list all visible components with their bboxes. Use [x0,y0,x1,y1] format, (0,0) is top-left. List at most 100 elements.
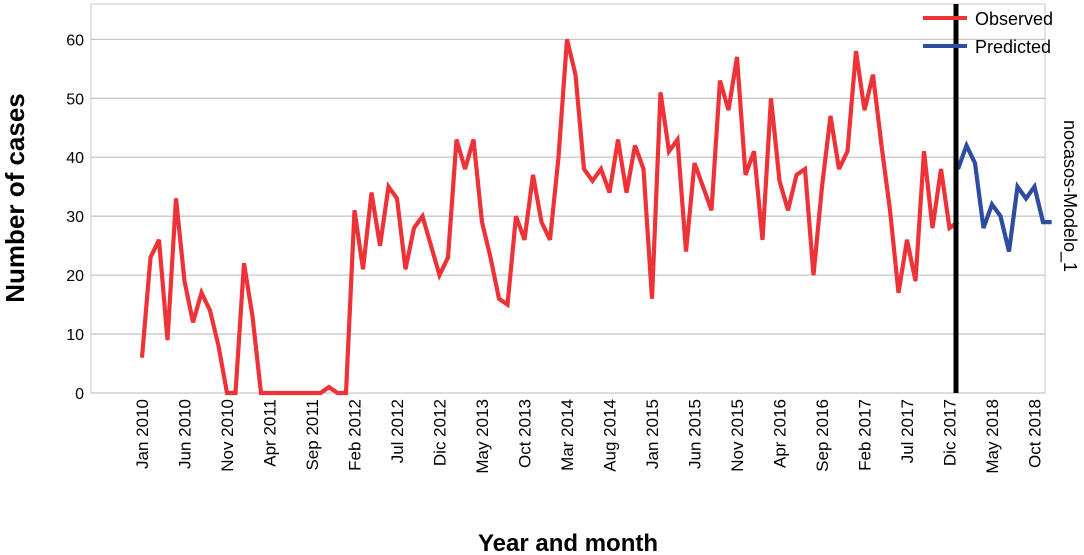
data-point-observed-86 [872,74,874,76]
data-point-observed-56 [617,138,619,141]
y-axis-ticks: 0 10 20 30 40 50 60 [66,32,84,403]
x-tick-label-apr-2011: Apr 2011 [261,399,280,467]
data-point-observed-21 [319,392,322,394]
data-point-predicted-8 [1025,197,1027,200]
data-point-predicted-2 [974,162,976,164]
data-point-observed-22 [328,386,330,388]
data-point-observed-5 [183,280,186,282]
x-tick-label-mar-2014: Mar 2014 [558,399,577,471]
data-point-observed-39 [472,138,475,141]
y-tick-label-10: 10 [66,327,84,344]
data-point-observed-83 [846,150,849,152]
x-tick-label-feb-2012: Feb 2012 [346,399,365,471]
data-point-observed-64 [685,250,687,253]
x-tick-label-nov-2010: Nov 2010 [218,399,237,472]
data-point-observed-74 [770,97,772,99]
data-point-predicted-1 [965,144,968,147]
data-point-observed-48 [549,239,551,241]
data-point-predicted-10 [1042,221,1044,223]
data-point-observed-36 [447,256,449,259]
x-tick-label-sep-2016: Sep 2016 [813,399,832,472]
data-point-observed-62 [668,150,670,152]
data-point-observed-71 [744,174,747,176]
x-tick-label-apr-2016: Apr 2016 [771,399,790,468]
data-point-observed-18 [294,392,296,394]
data-point-observed-55 [608,192,611,194]
x-axis-title: Year and month [478,530,658,555]
data-point-observed-31 [404,268,407,270]
data-point-observed-43 [506,303,509,306]
data-point-observed-34 [430,245,432,247]
side-label: nocasos-Modelo_1 [1059,120,1080,272]
data-point-observed-87 [880,144,883,147]
x-tick-label-jun-2015: Jun 2015 [686,399,705,469]
series-lines [139,38,1053,396]
data-point-predicted-11 [1050,221,1053,223]
data-point-observed-84 [855,50,857,52]
data-point-observed-11 [234,392,237,394]
data-point-observed-37 [455,138,458,141]
data-point-observed-32 [413,227,415,229]
data-point-observed-0 [141,357,143,359]
data-point-observed-12 [243,262,245,264]
data-point-observed-69 [727,109,730,111]
y-tick-label-60: 60 [66,32,84,49]
data-point-observed-95 [948,227,951,229]
data-point-observed-14 [260,392,262,394]
data-point-observed-93 [931,227,934,229]
data-point-observed-77 [795,174,798,176]
data-point-observed-57 [625,192,628,194]
x-tick-label-feb-2017: Feb 2017 [856,399,875,471]
y-axis-title: Number of cases [0,93,30,303]
data-point-predicted-5 [999,215,1002,217]
x-tick-label-nov-2015: Nov 2015 [728,399,747,472]
data-point-observed-53 [591,180,594,182]
data-point-observed-7 [200,292,203,294]
data-point-observed-20 [311,392,313,394]
x-tick-label-sep-2011: Sep 2011 [303,399,322,471]
x-tick-label-jan-2015: Jan 2015 [643,399,662,469]
data-point-observed-16 [277,392,279,394]
legend-label-observed: Observed [975,9,1053,29]
x-tick-label-oct-2018: Oct 2018 [1026,399,1045,468]
data-point-observed-15 [268,392,271,394]
data-point-observed-75 [778,180,781,182]
data-point-observed-9 [217,345,220,347]
data-point-observed-68 [719,80,721,82]
data-point-observed-47 [540,221,543,223]
data-point-observed-25 [353,209,356,211]
data-point-observed-73 [761,239,764,241]
data-point-observed-13 [251,315,254,317]
y-tick-label-50: 50 [66,91,84,108]
data-point-observed-72 [753,150,755,152]
data-point-observed-17 [285,392,288,394]
x-tick-label-dic-2012: Dic 2012 [431,399,450,466]
data-point-observed-10 [226,392,228,394]
data-point-observed-65 [693,162,696,164]
legend: Observed Predicted [923,9,1053,57]
data-point-observed-85 [863,109,866,111]
y-tick-label-30: 30 [66,209,84,226]
data-point-observed-27 [370,192,373,194]
data-point-observed-35 [438,274,441,276]
data-point-observed-30 [396,197,398,200]
y-tick-label-0: 0 [75,386,84,403]
data-point-observed-4 [175,197,177,200]
data-point-observed-2 [158,239,160,241]
data-point-observed-88 [889,209,891,211]
data-point-observed-54 [600,168,602,170]
data-point-observed-45 [523,239,526,241]
data-point-observed-63 [676,138,679,141]
data-point-observed-50 [566,38,568,40]
data-point-observed-19 [302,392,305,394]
data-point-observed-89 [897,292,900,294]
x-tick-label-may-2013: May 2013 [473,399,492,474]
data-point-observed-67 [710,209,713,211]
data-point-observed-94 [940,168,942,170]
x-tick-label-aug-2014: Aug 2014 [601,399,620,472]
data-point-observed-26 [362,268,364,270]
data-point-predicted-4 [991,203,993,205]
series-line-predicted [956,140,1052,252]
